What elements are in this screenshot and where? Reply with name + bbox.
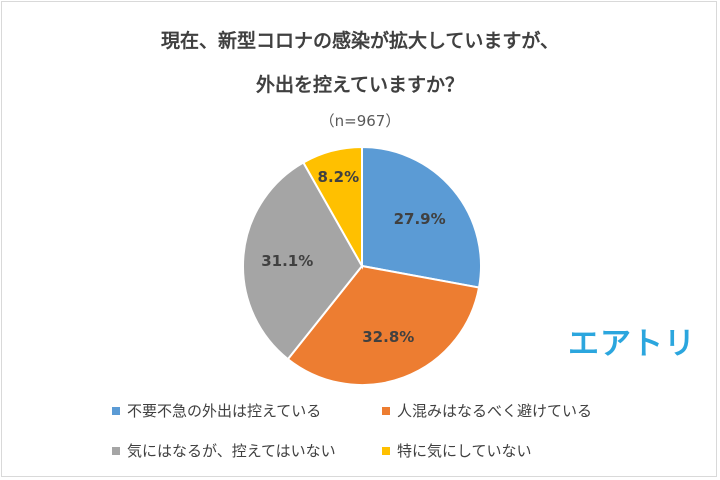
- legend-swatch: [112, 446, 120, 455]
- chart-subtitle: （n=967）: [319, 112, 401, 130]
- legend-item-3: 気にはなるが、控えてはいない: [112, 440, 336, 461]
- legend-item-1: 不要不急の外出は控えている: [112, 400, 321, 421]
- chart-title-line-1: 現在、新型コロナの感染が拡大していますが、: [160, 30, 560, 52]
- pie-slice-3: [242, 161, 364, 361]
- legend-swatch: [382, 406, 390, 415]
- legend-item-2: 人混みはなるべく避けている: [382, 400, 592, 421]
- chart-title-line-2: 外出を控えていますか？: [255, 74, 465, 96]
- legend-item-4: 特に気にしていない: [382, 440, 532, 461]
- pie-slice-2: [286, 264, 481, 386]
- brand-logo: エアトリ: [568, 326, 696, 362]
- pie-slice-1: [361, 145, 482, 289]
- legend-label: 気にはなるが、控えてはいない: [127, 442, 336, 460]
- legend-swatch: [112, 406, 120, 415]
- legend-label: 不要不急の外出は控えている: [127, 402, 322, 420]
- pie-slice-4: [302, 145, 363, 270]
- pie-data-label-3: 31.1%: [261, 252, 313, 270]
- pie-data-label-1: 27.9%: [394, 210, 446, 228]
- legend-swatch: [382, 446, 390, 455]
- pie-data-label-2: 32.8%: [362, 328, 414, 346]
- legend-label: 人混みはなるべく避けている: [397, 402, 593, 420]
- pie-data-label-4: 8.2%: [318, 168, 360, 186]
- legend-label: 特に気にしていない: [397, 442, 532, 460]
